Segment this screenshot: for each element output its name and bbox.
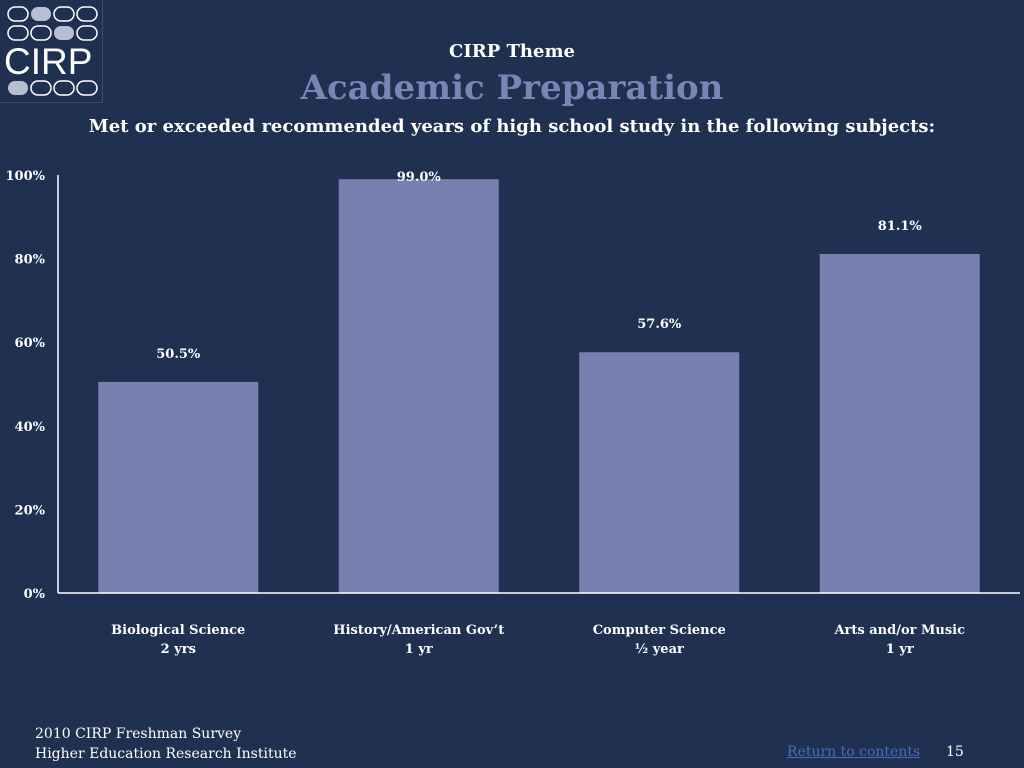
- x-tick-label: Biological Science: [111, 623, 245, 638]
- y-tick-label: 40%: [15, 420, 46, 435]
- bar-2: [338, 179, 499, 593]
- x-tick-label: Computer Science: [593, 623, 726, 638]
- x-tick-sublabel: 2 yrs: [161, 642, 196, 657]
- x-tick-label: History/American Gov’t: [333, 623, 504, 638]
- x-tick-label: Arts and/or Music: [833, 623, 965, 638]
- logo-ovals-icon: [7, 6, 98, 96]
- y-tick-label: 100%: [6, 169, 46, 184]
- y-tick-label: 80%: [15, 253, 46, 268]
- bar-4: [819, 254, 980, 593]
- page-title: Academic Preparation: [300, 68, 724, 108]
- page-number: 15: [946, 744, 964, 760]
- chart-subtitle: Met or exceeded recommended years of hig…: [88, 116, 936, 137]
- data-label: 81.1%: [878, 219, 923, 234]
- y-tick-label: 20%: [15, 503, 46, 518]
- data-label: 57.6%: [637, 317, 682, 332]
- data-label: 99.0%: [397, 170, 442, 185]
- y-tick-label: 60%: [15, 336, 46, 351]
- footer-line-1: 2010 CIRP Freshman Survey: [35, 726, 242, 742]
- bar-chart: 50.5% Biological Science 2 yrs 99.0% History…: [6, 169, 1020, 657]
- x-tick-sublabel: 1 yr: [405, 642, 433, 657]
- footer-source: 2010 CIRP Freshman Survey Higher Educati…: [35, 724, 297, 764]
- x-tick-sublabel: 1 yr: [886, 642, 914, 657]
- y-tick-label: 0%: [24, 587, 46, 602]
- bar-3: [579, 352, 740, 593]
- x-tick-sublabel: ½ year: [635, 642, 684, 657]
- footer-line-2: Higher Education Research Institute: [35, 746, 297, 762]
- data-label: 50.5%: [156, 347, 201, 362]
- cirp-logo: CIRP: [0, 0, 103, 103]
- logo-text: CIRP: [4, 41, 93, 82]
- bar-1: [98, 381, 259, 593]
- theme-label: CIRP Theme: [449, 41, 575, 62]
- return-to-contents-link[interactable]: Return to contents: [787, 744, 921, 760]
